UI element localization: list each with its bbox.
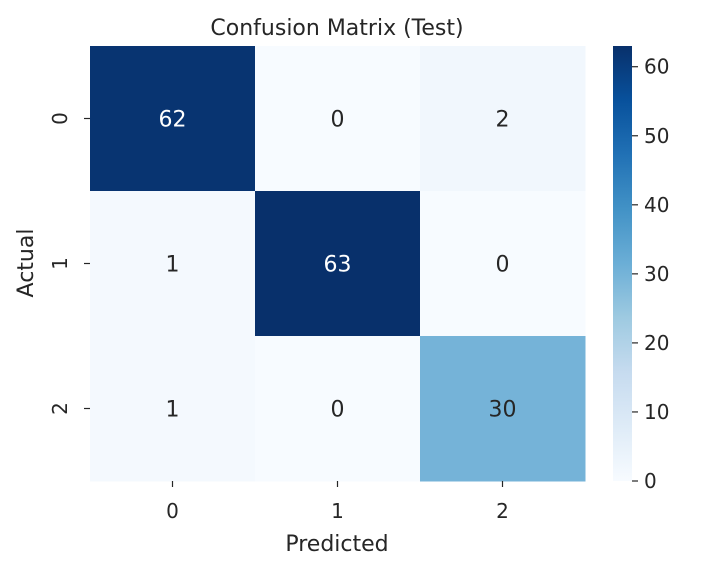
cell-value-r2-c0: 1 <box>166 398 180 423</box>
cell-value-r1-c0: 1 <box>166 253 180 278</box>
y-tick-label: 1 <box>48 257 72 270</box>
heatmap-cell-r0-c2 <box>420 46 586 192</box>
colorbar-tick-label: 60 <box>644 55 669 79</box>
y-axis-ticks: 0 1 2 <box>48 112 90 415</box>
colorbar-tick-label: 40 <box>644 193 669 217</box>
x-tick-label: 1 <box>331 499 344 523</box>
y-axis-label: Actual <box>14 229 39 298</box>
colorbar-ticks: 0 10 20 30 40 50 60 <box>632 55 669 493</box>
heatmap-cell-r0-c0 <box>90 46 256 192</box>
colorbar-tick-label: 0 <box>644 469 657 493</box>
cell-value-r0-c2: 2 <box>496 108 510 133</box>
heatmap-cell-r1-c1 <box>255 191 421 337</box>
x-axis-ticks: 0 1 2 <box>166 481 509 523</box>
colorbar <box>613 46 632 481</box>
heatmap-cells: 62 0 2 1 63 0 1 0 30 <box>90 46 586 482</box>
x-tick-label: 0 <box>166 499 179 523</box>
colorbar-tick-label: 30 <box>644 262 669 286</box>
cell-value-r1-c2: 0 <box>496 253 510 278</box>
x-tick-label: 2 <box>496 499 509 523</box>
heatmap-cell-r0-c1 <box>255 46 421 192</box>
colorbar-tick-label: 10 <box>644 400 669 424</box>
heatmap-cell-r1-c0 <box>90 191 256 337</box>
colorbar-tick-label: 50 <box>644 124 669 148</box>
cell-value-r1-c1: 63 <box>324 253 352 278</box>
cell-value-r2-c2: 30 <box>489 398 517 423</box>
x-axis-label: Predicted <box>285 532 388 557</box>
cell-value-r0-c0: 62 <box>159 108 187 133</box>
colorbar-tick-label: 20 <box>644 331 669 355</box>
heatmap-cell-r2-c1 <box>255 336 421 482</box>
heatmap-cell-r2-c0 <box>90 336 256 482</box>
cell-value-r0-c1: 0 <box>331 108 345 133</box>
cell-value-r2-c1: 0 <box>331 398 345 423</box>
y-tick-label: 0 <box>48 112 72 125</box>
heatmap-cell-r1-c2 <box>420 191 586 337</box>
heatmap-cell-r2-c2 <box>420 336 586 482</box>
chart-title: Confusion Matrix (Test) <box>210 16 463 41</box>
y-tick-label: 2 <box>48 402 72 415</box>
